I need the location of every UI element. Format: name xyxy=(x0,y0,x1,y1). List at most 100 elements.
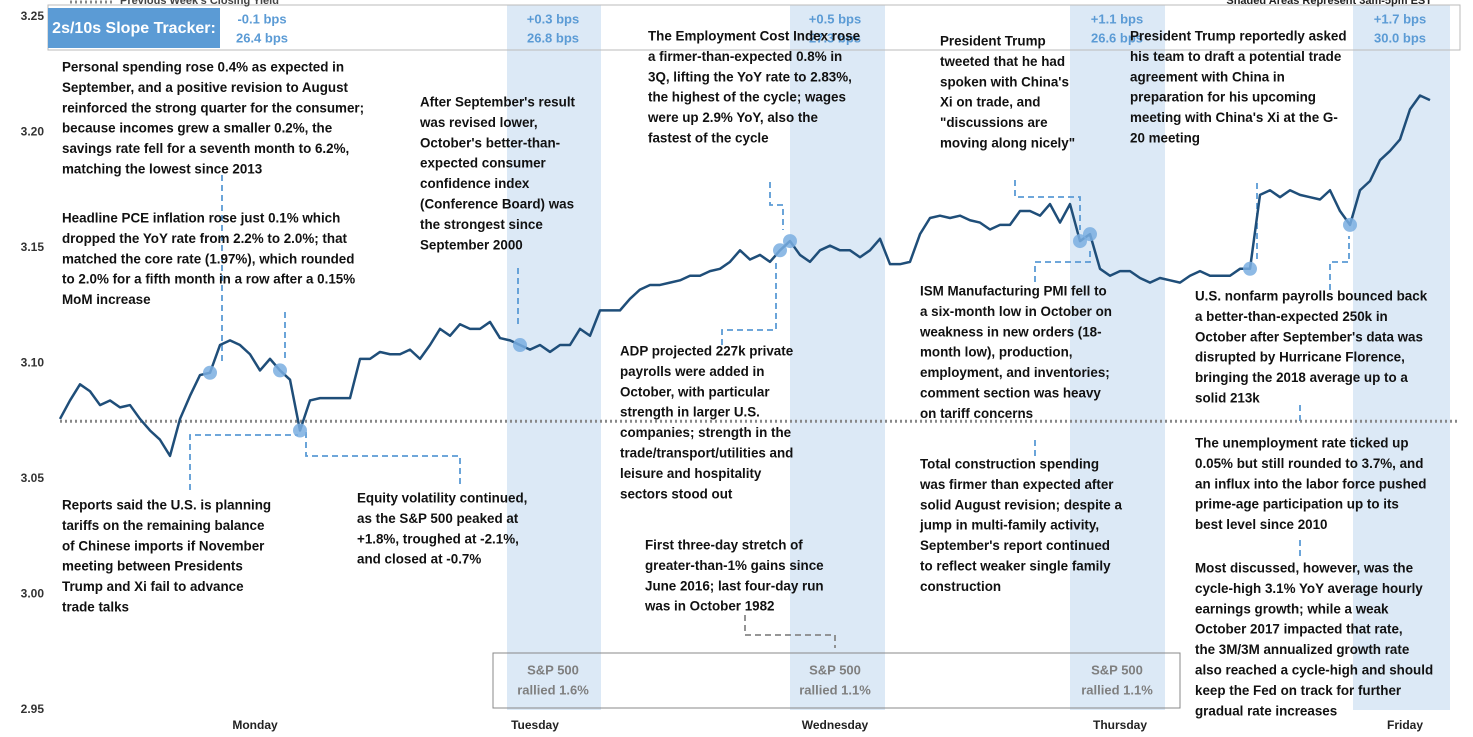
slope-level: 26.4 bps xyxy=(236,30,288,45)
annotation: Trump and Xi fail to advance xyxy=(62,579,244,594)
y-tick-label: 3.05 xyxy=(21,471,45,485)
annotation: 20 meeting xyxy=(1130,131,1200,146)
annotation: MoM increase xyxy=(62,292,151,307)
rally-note: S&P 500 xyxy=(1091,662,1143,677)
y-tick-label: 3.25 xyxy=(21,9,45,23)
annotation: U.S. nonfarm payrolls bounced back xyxy=(1195,289,1428,304)
event-marker xyxy=(293,423,307,438)
leader xyxy=(189,434,298,490)
y-tick-label: 2.95 xyxy=(21,702,45,716)
annotation: ADP projected 227k private xyxy=(620,344,793,359)
leader xyxy=(721,262,777,345)
annotation: ISM Manufacturing PMI fell to xyxy=(920,284,1107,299)
event-marker xyxy=(1073,234,1087,249)
tracker-label: 2s/10s Slope Tracker: xyxy=(52,20,216,37)
annotation: 3Q, lifting the YoY rate to 2.83%, xyxy=(648,69,852,84)
slope-change: +1.1 bps xyxy=(1091,11,1143,26)
x-tick-label: Monday xyxy=(232,718,278,732)
annotation: the highest of the cycle; wages xyxy=(648,90,846,105)
annotation: Most discussed, however, was the xyxy=(1195,561,1413,576)
annotation: cycle-high 3.1% YoY average hourly xyxy=(1195,581,1423,596)
annotation: companies; strength in the xyxy=(620,425,791,440)
annotation: and closed at -0.7% xyxy=(357,552,481,567)
event-marker xyxy=(273,363,287,378)
slope-level: 26.6 bps xyxy=(1091,30,1143,45)
annotation: solid August revision; despite a xyxy=(920,497,1122,512)
annotation: of Chinese imports if November xyxy=(62,538,265,553)
annotation: tweeted that he had xyxy=(940,54,1065,69)
event-marker xyxy=(1243,261,1257,276)
event-marker xyxy=(1343,217,1357,232)
annotation: a better-than-expected 250k in xyxy=(1195,309,1388,324)
event-marker xyxy=(203,365,217,380)
annotation: Total construction spending xyxy=(920,457,1099,472)
annotation: were up 2.9% YoY, also the xyxy=(647,110,818,125)
leader xyxy=(744,615,836,648)
annotation: month low), production, xyxy=(920,345,1072,360)
annotation: +1.8%, troughed at -2.1%, xyxy=(357,531,519,546)
shade xyxy=(1070,5,1165,710)
rally-note: rallied 1.1% xyxy=(799,682,871,697)
leader xyxy=(305,432,461,488)
shade xyxy=(1353,5,1450,710)
y-tick-label: 3.15 xyxy=(21,240,45,254)
annotation: President Trump reportedly asked xyxy=(1130,29,1347,44)
rally-box xyxy=(492,652,1181,709)
rally-note: rallied 1.1% xyxy=(1081,682,1153,697)
annotation: to 2.0% for a fifth month in a row after… xyxy=(62,272,355,287)
leader-lines xyxy=(189,175,1350,648)
event-marker xyxy=(773,243,787,258)
x-tick-label: Wednesday xyxy=(802,718,869,732)
annotation: savings rate fell for a seventh month to… xyxy=(62,141,349,156)
annotation: confidence index xyxy=(420,176,530,191)
annotation: President Trump xyxy=(940,34,1046,49)
annotation: meeting between Presidents xyxy=(62,559,243,574)
annotation: expected consumer xyxy=(420,156,547,171)
annotation: a six-month low in October on xyxy=(920,304,1112,319)
annotation: best level since 2010 xyxy=(1195,517,1328,532)
annotation: the strongest since xyxy=(420,217,543,232)
annotation: October's better-than- xyxy=(420,135,560,150)
annotation: sectors stood out xyxy=(620,486,733,501)
annotation: also reached a cycle-high and should xyxy=(1195,663,1433,678)
annotation: earnings growth; while a weak xyxy=(1195,601,1389,616)
annotation: October, with particular xyxy=(620,384,770,399)
annotation: meeting with China's Xi at the G- xyxy=(1130,110,1338,125)
annotation: keep the Fed on track for further xyxy=(1195,683,1402,698)
annotation: jump in multi-family activity, xyxy=(919,518,1099,533)
rally-note: rallied 1.6% xyxy=(517,682,589,697)
annotation: 0.05% but still rounded to 3.7%, and xyxy=(1195,456,1423,471)
shade xyxy=(507,5,601,710)
annotation: moving along nicely" xyxy=(940,136,1075,151)
y-tick-label: 3.00 xyxy=(21,587,45,601)
annotation: matching the lowest since 2013 xyxy=(62,162,262,177)
annotation: dropped the YoY rate from 2.2% to 2.0%; … xyxy=(62,231,348,246)
annotation: The unemployment rate ticked up xyxy=(1195,436,1409,451)
annotation: greater-than-1% gains since xyxy=(645,558,824,573)
annotation: Headline PCE inflation rose just 0.1% wh… xyxy=(62,211,340,226)
leader xyxy=(1034,248,1091,282)
annotation: September, and a positive revision to Au… xyxy=(62,80,349,95)
annotation: employment, and inventories; xyxy=(920,365,1110,380)
annotation: his team to draft a potential trade xyxy=(1130,49,1341,64)
annotation: June 2016; last four-day run xyxy=(645,578,824,593)
annotation: First three-day stretch of xyxy=(645,538,803,553)
y-tick-label: 3.10 xyxy=(21,356,45,370)
annotation: an influx into the labor force pushed xyxy=(1195,476,1426,491)
annotation: the 3M/3M annualized growth rate xyxy=(1195,642,1409,657)
slope-level: 27.3 bps xyxy=(809,30,861,45)
leader xyxy=(1329,236,1350,290)
annotation: tariffs on the remaining balance xyxy=(62,518,264,533)
annotation: fastest of the cycle xyxy=(648,131,769,146)
annotation: weakness in new orders (18- xyxy=(919,324,1102,339)
annotation: spoken with China's xyxy=(940,74,1069,89)
annotation: because incomes grew a smaller 0.2%, the xyxy=(62,121,332,136)
annotation: September's report continued xyxy=(920,538,1110,553)
slope-change: +0.3 bps xyxy=(527,11,579,26)
annotation: payrolls were added in xyxy=(620,364,764,379)
annotation: Xi on trade, and xyxy=(940,95,1040,110)
annotation: (Conference Board) was xyxy=(420,197,574,212)
x-tick-label: Friday xyxy=(1387,718,1423,732)
annotation: as the S&P 500 peaked at xyxy=(357,511,519,526)
